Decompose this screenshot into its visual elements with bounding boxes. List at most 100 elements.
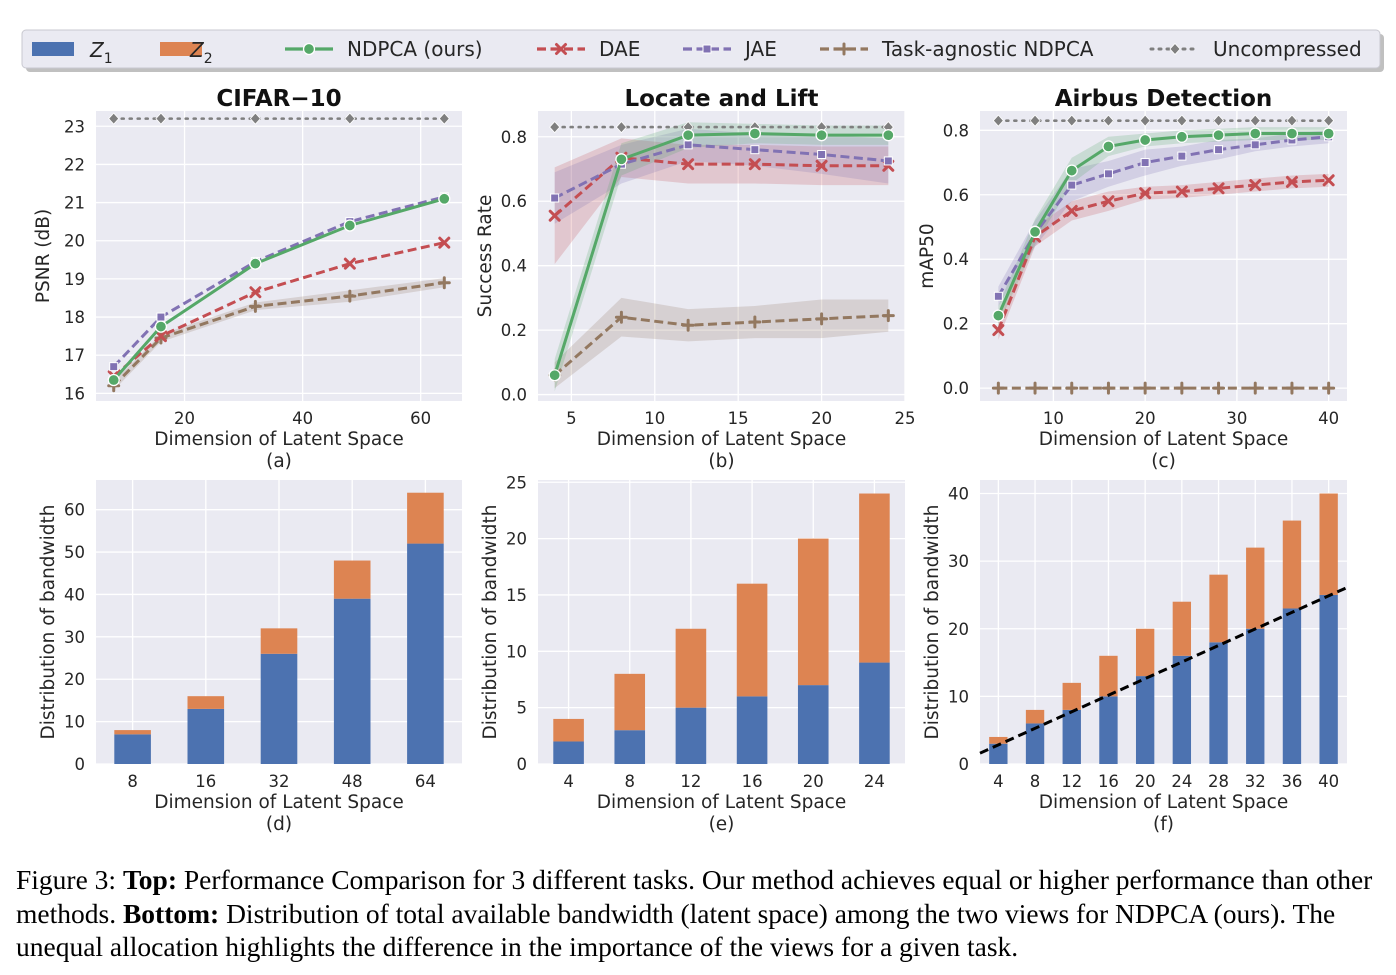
bar-z1 <box>1282 608 1302 764</box>
series-ndpca <box>107 192 451 387</box>
chart-f: 0 10 20 30 40 4 8 12 16 20 24 28 32 36 40 Dimension of … <box>922 480 1348 835</box>
subplot-label: (d) <box>266 814 292 835</box>
legend-label-dae: DAE <box>599 37 640 61</box>
legend-item-uncompressed: Uncompressed <box>1149 37 1362 61</box>
point-ndpca <box>1285 127 1299 140</box>
y-tick-label: 15 <box>506 586 527 605</box>
bar-z1 <box>553 741 584 764</box>
bar-z1 <box>1172 655 1192 764</box>
x-tick-label: 48 <box>342 772 363 791</box>
x-tick-label: 32 <box>1245 772 1266 791</box>
line-tagnostic <box>553 314 889 377</box>
point-dae <box>682 158 695 171</box>
bar-z1 <box>675 707 707 764</box>
legend-label-z1: Z1 <box>89 38 113 67</box>
point-dae <box>748 158 761 171</box>
bar-z2 <box>614 673 646 731</box>
point-uncompressed <box>1323 114 1335 127</box>
plot-area-e <box>538 480 905 764</box>
caption-bottom-label: Bottom: <box>122 897 220 929</box>
legend-swatch-z2 <box>160 42 202 56</box>
x-tick-label: 64 <box>415 772 436 791</box>
figure: Z1 Z2 NDPCA (ours) DAE JAE Task-agnostic NDPC… <box>21 29 1384 835</box>
bars-e <box>553 493 890 764</box>
y-tick-label: 20 <box>64 670 85 689</box>
chart-title: Airbus Detection <box>1055 86 1273 112</box>
point-jae <box>883 156 893 166</box>
y-tick-label: 10 <box>506 642 527 661</box>
legend-item-jae: JAE <box>683 37 777 61</box>
bar-z1 <box>989 743 1008 764</box>
series-uncompressed <box>108 112 450 125</box>
x-tick-label: 15 <box>728 409 749 428</box>
legend-item-z1: Z1 <box>32 38 113 67</box>
point-jae <box>550 193 560 203</box>
bar-z1 <box>1209 642 1228 764</box>
bar-z2 <box>260 628 298 654</box>
bar-z2 <box>1319 493 1338 595</box>
x-axis-label: Dimension of Latent Space <box>154 792 403 813</box>
bar-z2 <box>1135 628 1155 677</box>
y-tick-label: 17 <box>64 346 85 365</box>
point-jae <box>1214 145 1224 155</box>
legend-marker-uncompressed <box>1169 42 1181 56</box>
x-tick-label: 25 <box>895 409 916 428</box>
point-dae <box>1102 195 1115 208</box>
legend-marker-dae <box>555 43 567 55</box>
point-uncompressed <box>549 121 561 134</box>
bar-z1 <box>1099 696 1118 764</box>
point-tagnostic <box>1138 381 1152 395</box>
x-tick-label: 20 <box>1135 409 1156 428</box>
point-uncompressed <box>249 112 261 125</box>
point-ndpca <box>1212 129 1225 142</box>
point-dae <box>548 209 561 222</box>
band-jae <box>998 130 1329 306</box>
bar-z2 <box>187 696 225 709</box>
bars-f <box>989 493 1338 764</box>
x-tick-label: 16 <box>1098 772 1119 791</box>
series-ndpca <box>548 127 895 382</box>
x-tick-label: 32 <box>269 772 290 791</box>
legend-marker-jae <box>702 44 712 54</box>
point-jae <box>993 291 1003 301</box>
point-uncompressed <box>1213 114 1225 127</box>
y-tick-label: 0.4 <box>943 250 969 269</box>
point-ndpca <box>815 129 828 142</box>
bar-z2 <box>407 492 444 544</box>
point-uncompressed <box>108 112 120 125</box>
y-tick-label: 0 <box>959 755 970 774</box>
y-tick-label: 30 <box>948 552 969 571</box>
point-ndpca <box>615 153 628 166</box>
point-uncompressed <box>1286 114 1298 127</box>
y-tick-label: 0.6 <box>501 192 527 211</box>
bar-z2 <box>1209 574 1228 643</box>
line-jae <box>997 135 1329 298</box>
bar-z2 <box>333 560 371 599</box>
band-dae <box>554 138 889 265</box>
bar-z2 <box>553 718 584 742</box>
bar-z1 <box>407 543 444 764</box>
bar-z2 <box>736 583 768 697</box>
band-dae <box>998 173 1329 340</box>
bar-z2 <box>114 730 151 735</box>
figure-caption: Figure 3: Top: Performance Comparison fo… <box>16 863 1392 964</box>
y-axis-label: Distribution of bandwidth <box>922 504 943 739</box>
x-tick-label: 20 <box>1135 772 1156 791</box>
x-axis-label: Dimension of Latent Space <box>1039 429 1288 450</box>
bar-z1 <box>260 653 298 764</box>
series-uncompressed <box>992 114 1335 127</box>
y-tick-label: 0.0 <box>943 379 969 398</box>
subplot-label: (a) <box>266 451 292 472</box>
point-ndpca <box>882 129 895 142</box>
point-uncompressed <box>992 114 1004 127</box>
point-jae <box>1103 169 1113 179</box>
point-ndpca <box>748 127 762 140</box>
caption-top-label: Top: <box>122 864 177 895</box>
legend-marker-ndpca <box>302 42 316 56</box>
bar-z2 <box>1099 655 1118 697</box>
caption-prefix: Figure 3: <box>16 864 123 895</box>
y-tick-label: 50 <box>64 543 85 562</box>
bar-z2 <box>1172 601 1192 656</box>
point-ndpca <box>343 219 356 232</box>
y-tick-label: 0.0 <box>501 386 527 405</box>
